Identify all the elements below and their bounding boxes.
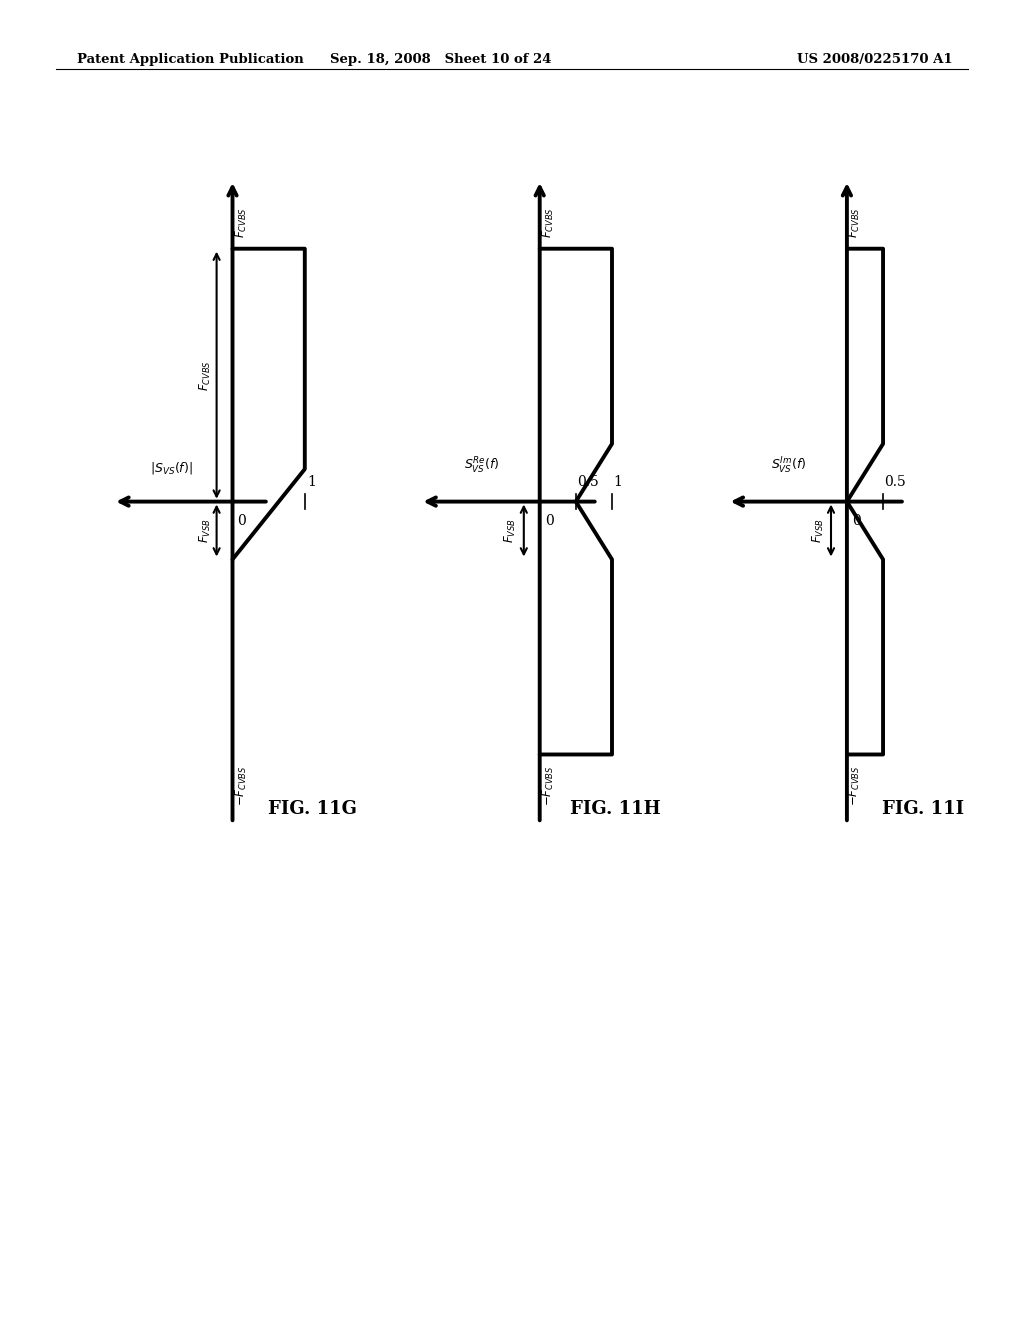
Text: 0: 0 — [545, 515, 554, 528]
Text: $F_{VSB}$: $F_{VSB}$ — [810, 519, 825, 543]
Text: $F_{CVBS}$: $F_{CVBS}$ — [198, 360, 213, 391]
Text: $-F_{CVBS}$: $-F_{CVBS}$ — [233, 766, 249, 807]
Text: $-F_{CVBS}$: $-F_{CVBS}$ — [847, 766, 861, 807]
Text: $F_{CVBS}$: $F_{CVBS}$ — [233, 207, 249, 238]
Text: 0.5: 0.5 — [578, 475, 599, 488]
Text: 1: 1 — [307, 475, 315, 488]
Text: $-F_{CVBS}$: $-F_{CVBS}$ — [541, 766, 556, 807]
Text: $|S_{VS}(f)|$: $|S_{VS}(f)|$ — [150, 461, 193, 477]
Text: US 2008/0225170 A1: US 2008/0225170 A1 — [797, 53, 952, 66]
Text: $S^{Re}_{VS}(f)$: $S^{Re}_{VS}(f)$ — [464, 457, 500, 477]
Text: $F_{CVBS}$: $F_{CVBS}$ — [541, 207, 556, 238]
Text: 0.5: 0.5 — [885, 475, 906, 488]
Text: 1: 1 — [613, 475, 623, 488]
Text: $F_{VSB}$: $F_{VSB}$ — [503, 519, 518, 543]
Text: FIG. 11H: FIG. 11H — [570, 800, 660, 817]
Text: 0: 0 — [238, 515, 247, 528]
Text: 0: 0 — [852, 515, 861, 528]
Text: FIG. 11I: FIG. 11I — [882, 800, 964, 817]
Text: FIG. 11G: FIG. 11G — [267, 800, 356, 817]
Text: $F_{VSB}$: $F_{VSB}$ — [198, 519, 213, 543]
Text: $F_{CVBS}$: $F_{CVBS}$ — [847, 207, 861, 238]
Text: Sep. 18, 2008   Sheet 10 of 24: Sep. 18, 2008 Sheet 10 of 24 — [330, 53, 551, 66]
Text: $S^{Im}_{VS}(f)$: $S^{Im}_{VS}(f)$ — [771, 457, 807, 477]
Text: Patent Application Publication: Patent Application Publication — [77, 53, 303, 66]
